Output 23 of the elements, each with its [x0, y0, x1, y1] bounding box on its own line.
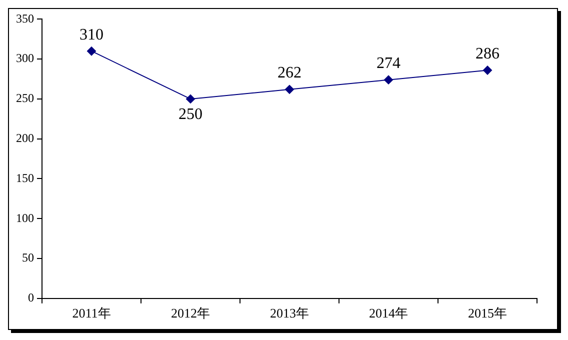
- y-tick-label: 50: [22, 250, 34, 265]
- data-label: 250: [178, 106, 202, 124]
- point: [384, 75, 393, 84]
- y-tick-label: 150: [16, 170, 34, 185]
- y-tick-label: 100: [16, 210, 34, 225]
- x-tick-label: 2012年: [171, 306, 210, 321]
- point: [483, 66, 492, 75]
- y-tick-label: 250: [16, 91, 34, 106]
- x-tick-label: 2013年: [270, 306, 309, 321]
- data-label: 310: [80, 26, 104, 44]
- data-label: 274: [376, 55, 400, 72]
- x-tick-label: 2015年: [468, 306, 507, 321]
- y-tick-label: 0: [28, 290, 34, 305]
- y-tick-label: 300: [16, 51, 34, 66]
- x-tick-label: 2014年: [369, 306, 408, 321]
- y-tick-label: 350: [16, 11, 34, 26]
- point: [186, 94, 195, 104]
- data-label: 286: [476, 45, 500, 62]
- data-label: 262: [278, 64, 302, 82]
- point: [285, 84, 294, 94]
- point: [87, 46, 96, 56]
- y-tick-label: 200: [16, 131, 34, 146]
- x-tick-label: 2011年: [72, 306, 111, 321]
